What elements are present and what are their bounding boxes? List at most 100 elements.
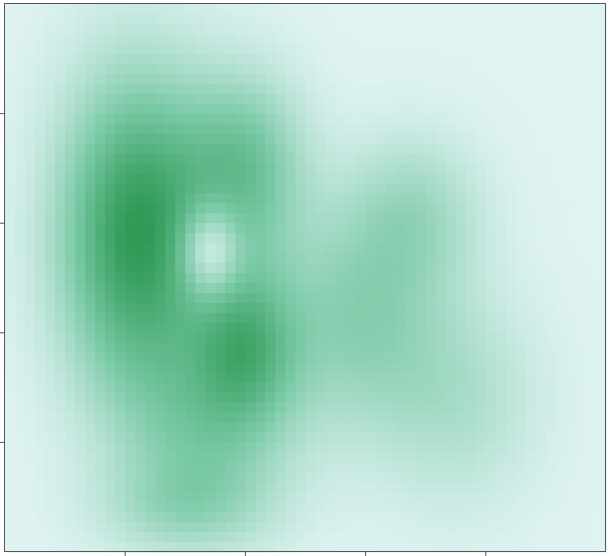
heatmap-cell <box>225 362 236 374</box>
heatmap-cell <box>445 153 457 165</box>
heatmap-cell <box>135 362 146 374</box>
heatmap-cell <box>415 312 427 324</box>
heatmap-cell <box>405 422 417 434</box>
heatmap-cell <box>115 392 126 404</box>
heatmap-cell <box>335 253 347 264</box>
heatmap-cell <box>595 292 607 304</box>
heatmap-cell <box>335 243 347 254</box>
heatmap-cell <box>85 43 96 55</box>
heatmap-cell <box>485 502 497 513</box>
heatmap-cell <box>525 422 537 434</box>
heatmap-cell <box>245 123 257 135</box>
heatmap-cell <box>115 462 126 473</box>
heatmap-cell <box>595 273 607 284</box>
heatmap-cell <box>245 392 257 404</box>
heatmap-cell <box>375 392 387 404</box>
heatmap-cell <box>175 502 186 513</box>
heatmap-cell <box>565 352 577 364</box>
heatmap-cell <box>85 452 96 463</box>
heatmap-cell <box>175 193 186 204</box>
heatmap-cell <box>25 492 36 503</box>
heatmap-cell <box>515 522 527 533</box>
heatmap-cell <box>65 302 76 314</box>
heatmap-cell <box>355 482 367 493</box>
heatmap-cell <box>595 253 607 264</box>
heatmap-cell <box>505 452 517 463</box>
heatmap-cell <box>205 452 216 463</box>
heatmap-cell <box>365 213 377 224</box>
heatmap-cell <box>55 223 66 234</box>
heatmap-cell <box>455 332 467 344</box>
heatmap-cell <box>95 342 106 354</box>
heatmap-cell <box>475 522 487 533</box>
heatmap-cell <box>525 53 537 65</box>
heatmap-cell <box>15 113 26 125</box>
heatmap-cell <box>145 4 156 15</box>
heatmap-cell <box>105 392 116 404</box>
heatmap-cell <box>415 173 427 184</box>
heatmap-cell <box>55 183 66 194</box>
heatmap-cell <box>255 492 267 503</box>
heatmap-cell <box>175 233 186 244</box>
heatmap-cell <box>275 542 287 553</box>
heatmap-cell <box>165 432 176 443</box>
heatmap-cell <box>595 243 607 254</box>
heatmap-cell <box>45 43 56 55</box>
heatmap-cell <box>215 312 226 324</box>
heatmap-cell <box>65 83 76 95</box>
heatmap-cell <box>105 233 116 244</box>
heatmap-cell <box>505 133 517 145</box>
heatmap-cell <box>595 53 607 65</box>
heatmap-cell <box>235 402 246 414</box>
heatmap-cell <box>225 312 236 324</box>
heatmap-cell <box>495 203 507 214</box>
heatmap-cell <box>375 462 387 473</box>
heatmap-cell <box>115 253 126 264</box>
heatmap-cell <box>325 63 337 75</box>
heatmap-cell <box>425 23 437 35</box>
heatmap-cell <box>335 322 347 334</box>
heatmap-cell <box>375 492 387 503</box>
heatmap-cell <box>285 33 297 45</box>
heatmap-cell <box>195 243 206 254</box>
heatmap-cell <box>225 223 236 234</box>
heatmap-cell <box>185 113 196 125</box>
heatmap-cell <box>435 33 447 45</box>
heatmap-cell <box>85 153 96 165</box>
heatmap-cell <box>165 422 176 434</box>
heatmap-cell <box>135 402 146 414</box>
heatmap-cell <box>315 243 327 254</box>
heatmap-cell <box>155 93 166 105</box>
heatmap-cell <box>55 243 66 254</box>
heatmap-cell <box>555 13 567 25</box>
heatmap-cell <box>295 273 307 284</box>
heatmap-cell <box>435 342 447 354</box>
heatmap-cell <box>565 492 577 503</box>
heatmap-cell <box>25 223 36 234</box>
heatmap-cell <box>535 322 547 334</box>
heatmap-cell <box>575 442 587 453</box>
heatmap-cell <box>535 432 547 443</box>
heatmap-cell <box>215 123 226 135</box>
heatmap-cell <box>15 233 26 244</box>
heatmap-cell <box>325 282 337 294</box>
heatmap-cell <box>485 113 497 125</box>
heatmap-cell <box>35 302 46 314</box>
heatmap-cell <box>455 342 467 354</box>
heatmap-cell <box>135 332 146 344</box>
heatmap-cell <box>215 462 226 473</box>
heatmap-cell <box>275 502 287 513</box>
heatmap-cell <box>415 392 427 404</box>
heatmap-cell <box>345 43 357 55</box>
heatmap-cell <box>85 502 96 513</box>
heatmap-cell <box>585 183 597 194</box>
heatmap-cell <box>455 422 467 434</box>
heatmap-cell <box>575 372 587 384</box>
heatmap-cell <box>545 173 557 184</box>
heatmap-cell <box>105 382 116 394</box>
heatmap-cell <box>45 412 56 424</box>
heatmap-cell <box>595 263 607 274</box>
heatmap-cell <box>425 422 437 434</box>
heatmap-cell <box>445 332 457 344</box>
heatmap-cell <box>195 103 206 115</box>
